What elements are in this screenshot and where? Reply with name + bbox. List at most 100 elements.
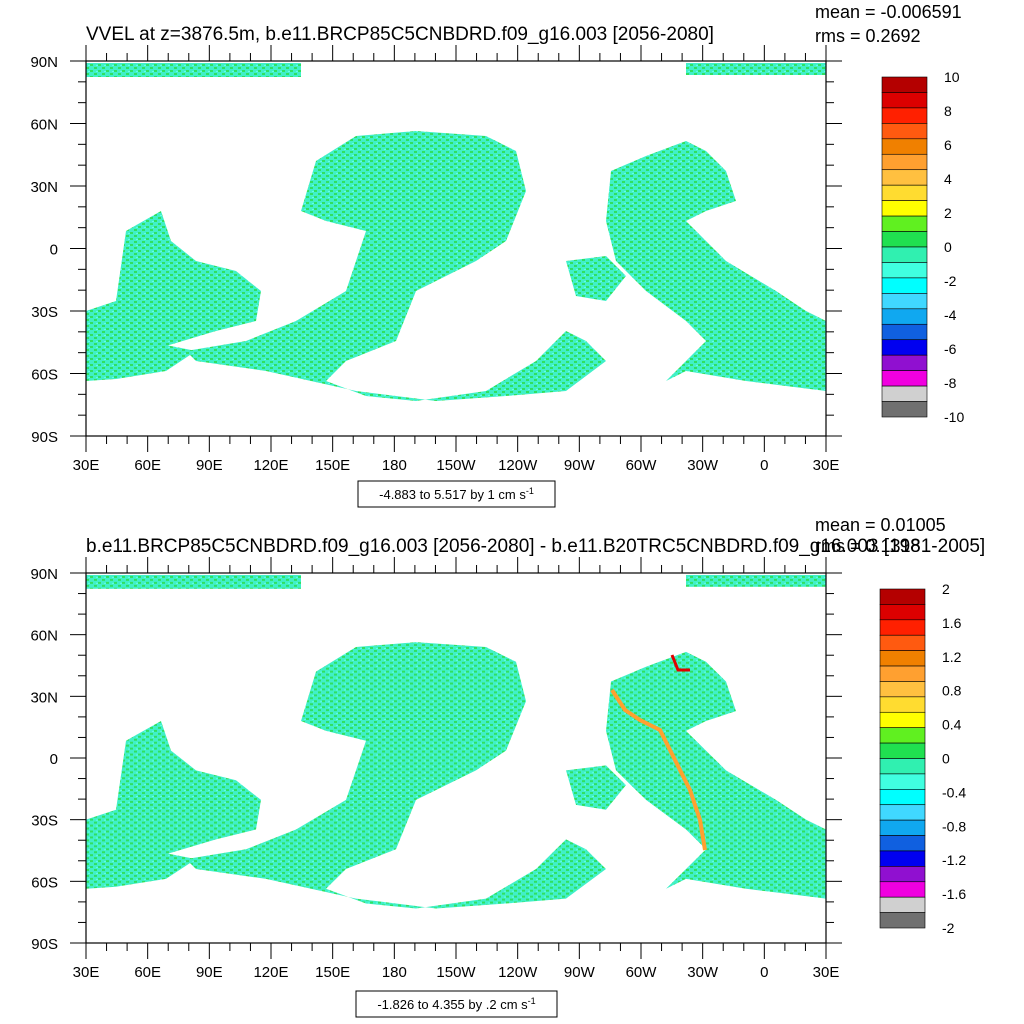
colorbar-box	[881, 76, 928, 93]
colorbar-box	[881, 231, 928, 248]
colorbar-box	[879, 773, 926, 790]
lon-label: 30E	[813, 457, 840, 474]
colorbar-box	[881, 215, 928, 232]
colorbar-box	[879, 696, 926, 713]
lat-label: 30S	[31, 304, 58, 321]
colorbar-box	[881, 339, 928, 356]
colorbar-box	[879, 896, 926, 913]
lat-label: 0	[50, 242, 58, 259]
colorbar-box	[879, 819, 926, 836]
colorbar-box	[879, 619, 926, 636]
colorbar-label: -0.4	[942, 784, 966, 800]
lon-label: 90E	[196, 964, 223, 981]
colorbar-box	[879, 742, 926, 759]
colorbar-label: 1.6	[942, 615, 962, 631]
lon-label: 30E	[73, 457, 100, 474]
lon-label: 30W	[687, 457, 719, 474]
colorbar-box	[879, 866, 926, 883]
colorbar-box	[879, 711, 926, 728]
field	[86, 574, 826, 909]
lat-label: 60N	[30, 628, 58, 645]
info-sup: -1	[526, 486, 534, 496]
colorbar-label: -1.6	[942, 886, 966, 902]
colorbar-box	[881, 169, 928, 186]
info-main: -1.826 to 4.355 by .2 cm s	[377, 997, 528, 1012]
colorbar-box	[879, 850, 926, 867]
colorbar-label: 1.2	[942, 649, 962, 665]
colorbar-box	[881, 401, 928, 418]
lon-label: 120E	[253, 457, 288, 474]
colorbar-box	[881, 107, 928, 124]
rms-label: rms = 0.1318	[815, 536, 921, 556]
lon-label: 0	[760, 964, 768, 981]
colorbar-box	[881, 92, 928, 109]
lat-label: 90N	[30, 54, 58, 71]
lon-label: 120W	[498, 964, 538, 981]
colorbar-label: 2	[944, 205, 952, 221]
colorbar-box	[881, 138, 928, 155]
lat-label: 90S	[31, 429, 58, 446]
colorbar-box	[879, 604, 926, 621]
colorbar-box	[879, 758, 926, 775]
rms-label: rms = 0.2692	[815, 26, 921, 46]
lon-label: 90W	[564, 457, 596, 474]
lon-label: 150E	[315, 457, 350, 474]
colorbar-label: 10	[944, 69, 960, 85]
lon-label: 90E	[196, 457, 223, 474]
panel: VVEL at z=3876.5m, b.e11.BRCP85C5CNBDRD.…	[30, 2, 964, 508]
panel-title: VVEL at z=3876.5m, b.e11.BRCP85C5CNBDRD.…	[86, 24, 714, 45]
lon-label: 30W	[687, 964, 719, 981]
colorbar-label: 0	[942, 751, 950, 767]
lon-label: 150W	[436, 964, 476, 981]
lon-label: 30E	[813, 964, 840, 981]
lat-label: 60N	[30, 117, 58, 134]
colorbar-box	[881, 153, 928, 171]
colorbar-box	[881, 354, 928, 371]
info-box	[357, 480, 556, 508]
info-text: -4.883 to 5.517 by 1 cm s-1	[379, 486, 534, 502]
colorbar-label: 6	[944, 137, 952, 153]
lon-label: 60E	[134, 964, 161, 981]
colorbar-label: 0.4	[942, 717, 962, 733]
lon-label: 120E	[253, 964, 288, 981]
info-text: -1.826 to 4.355 by .2 cm s-1	[377, 996, 535, 1012]
lat-label: 90N	[30, 566, 58, 583]
info-box	[355, 990, 558, 1018]
panel: b.e11.BRCP85C5CNBDRD.f09_g16.003 [2056-2…	[30, 515, 985, 1018]
lon-label: 60W	[626, 964, 658, 981]
lon-label: 180	[382, 457, 407, 474]
lon-label: 90W	[564, 964, 596, 981]
colorbar-box	[881, 370, 928, 387]
colorbar-label: 0.8	[942, 683, 962, 699]
colorbar-label: -2	[942, 920, 955, 936]
lat-label: 30S	[31, 813, 58, 830]
colorbar-box	[879, 912, 926, 929]
lat-label: 60S	[31, 874, 58, 891]
field	[86, 63, 826, 401]
info-sup: -1	[528, 996, 536, 1006]
lon-label: 120W	[498, 457, 538, 474]
colorbar-label: 8	[944, 103, 952, 119]
lon-label: 60W	[626, 457, 658, 474]
colorbar-box	[879, 881, 926, 898]
info-main: -4.883 to 5.517 by 1 cm s	[379, 487, 526, 502]
mean-label: mean = -0.006591	[815, 2, 962, 22]
colorbar-label: -6	[944, 341, 957, 357]
colorbar-box	[881, 277, 928, 294]
lon-label: 0	[760, 457, 768, 474]
colorbar-box	[879, 727, 926, 744]
lat-label: 0	[50, 751, 58, 768]
lon-label: 150W	[436, 457, 476, 474]
colorbar-box	[881, 262, 928, 279]
colorbar-box	[879, 665, 926, 682]
colorbar-box	[881, 200, 928, 217]
lat-label: 30N	[30, 689, 58, 706]
lat-label: 60S	[31, 367, 58, 384]
colorbar-box	[879, 588, 926, 605]
lon-label: 180	[382, 964, 407, 981]
lon-label: 30E	[73, 964, 100, 981]
lon-label: 60E	[134, 457, 161, 474]
colorbar-box	[881, 308, 928, 325]
colorbar-label: 4	[944, 171, 952, 187]
